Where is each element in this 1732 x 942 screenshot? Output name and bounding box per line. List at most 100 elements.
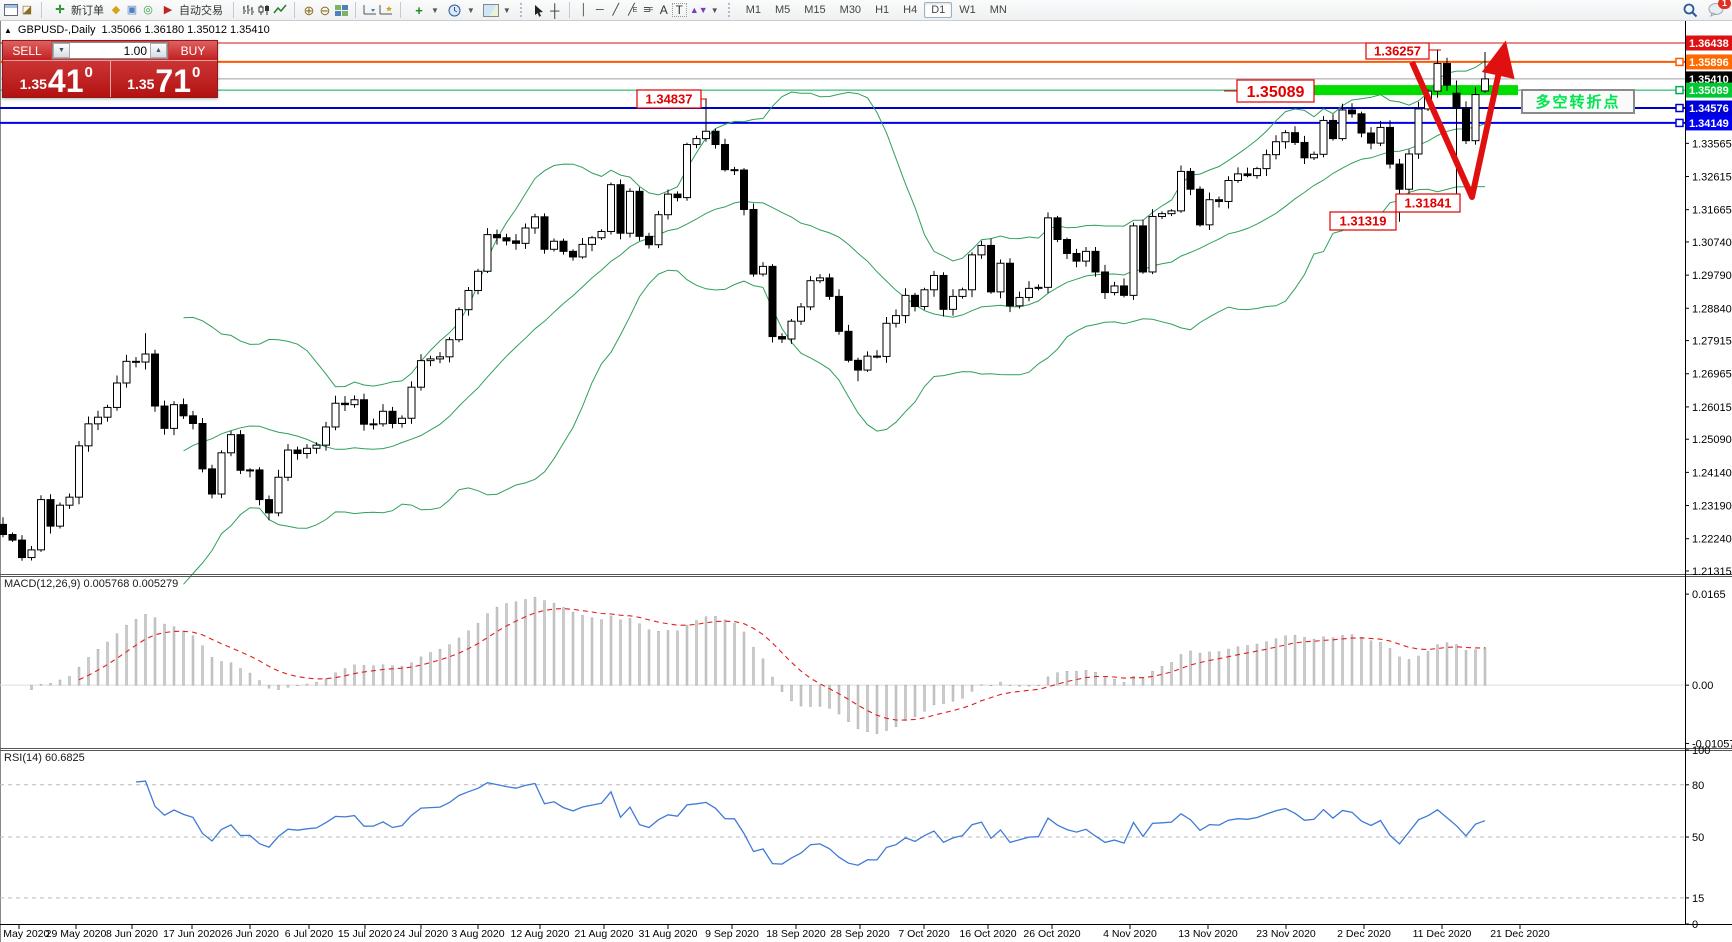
symbol-period-label: GBPUSD-,Daily (17, 24, 96, 36)
zoom-out-icon[interactable]: ⊖ (319, 2, 331, 18)
auto-scroll-icon[interactable] (362, 3, 378, 17)
volume-decrease-button[interactable]: ▼ (53, 43, 70, 58)
chat-icon[interactable]: 1 (1708, 0, 1731, 17)
vertical-line-icon[interactable]: │ (580, 3, 588, 16)
chart-shift-icon[interactable] (378, 3, 394, 17)
crosshair-icon[interactable]: ┼ (550, 2, 560, 18)
macd-histogram-bar (248, 672, 252, 686)
macd-histogram-bar (144, 614, 147, 686)
candlestick-chart-icon[interactable] (256, 3, 272, 17)
macd-histogram-bar (866, 684, 869, 733)
tab-timeframe-mn[interactable]: MN (989, 4, 1007, 16)
time-axis-label: 15 Jul 2020 (338, 928, 392, 940)
candle-body (1139, 225, 1147, 273)
candle-body (939, 274, 948, 310)
support-band[interactable] (1300, 85, 1518, 96)
expert-advisors-icon[interactable]: ▣ (126, 3, 138, 16)
candle-body (1072, 252, 1081, 262)
candle-body (569, 250, 577, 258)
tile-windows-icon[interactable] (333, 3, 349, 17)
macd-histogram-bar (733, 623, 736, 686)
candle-body (246, 469, 254, 472)
trend-arrow[interactable] (1409, 40, 1515, 200)
history-center-icon[interactable]: ◆ (111, 3, 121, 16)
macd-histogram-bar (999, 681, 1002, 686)
buy-button[interactable]: BUY (169, 41, 217, 60)
note-box[interactable] (1521, 89, 1635, 114)
templates-button[interactable]: ▼ (479, 2, 515, 18)
annotation-box[interactable] (1395, 193, 1461, 213)
candle-body (198, 422, 207, 470)
candle-body (683, 144, 691, 199)
fibonacci-icon[interactable]: ≡ F (643, 3, 653, 16)
candle-body (274, 476, 283, 514)
tab-timeframe-m30[interactable]: M30 (839, 4, 862, 16)
tab-timeframe-d1[interactable]: D1 (924, 2, 953, 18)
macd-histogram-bar (951, 684, 955, 702)
macd-histogram-bar (1027, 684, 1031, 687)
annotation-box[interactable] (1365, 42, 1430, 60)
arrows-button[interactable]: ▲▼ ▼ (687, 2, 723, 18)
search-icon[interactable] (1682, 3, 1698, 17)
candle-body (170, 404, 178, 429)
macd-histogram-bar (818, 684, 822, 707)
signals-icon[interactable]: ◎ (143, 3, 153, 16)
horizontal-line-icon[interactable]: ─ (595, 3, 604, 16)
macd-histogram-bar (856, 684, 860, 729)
chart-collapse-icon[interactable]: ▲ (4, 25, 12, 35)
tab-timeframe-m5[interactable]: M5 (774, 4, 791, 16)
bid-main-digits: 41 (47, 62, 84, 99)
volume-increase-button[interactable]: ▲ (150, 43, 167, 58)
tab-timeframe-w1[interactable]: W1 (959, 4, 976, 16)
periods-button[interactable]: ▼ (443, 2, 479, 18)
data-window-icon[interactable]: ◪ (21, 3, 33, 16)
candle-body (730, 169, 739, 172)
new-order-button[interactable]: ✛ 新订单 (48, 1, 108, 19)
charts-icon[interactable] (3, 3, 19, 17)
text-icon[interactable]: A (659, 3, 668, 17)
macd-histogram-bar (533, 597, 537, 686)
macd-histogram-bar (1094, 672, 1097, 686)
price-axis-tick-label: 1.26015 (1692, 402, 1732, 414)
equidistant-channel-icon[interactable]: ╱ E (628, 3, 637, 16)
macd-histogram-bar (125, 624, 128, 686)
autotrading-button[interactable]: ▶ 自动交易 (156, 1, 227, 19)
bid-price[interactable]: 1.35 41 0 (3, 61, 111, 97)
macd-histogram-bar (457, 637, 461, 686)
cursor-icon[interactable] (531, 3, 547, 17)
ask-price[interactable]: 1.35 71 0 (111, 61, 218, 97)
macd-histogram-bar (571, 612, 575, 686)
candle-body (844, 330, 853, 361)
zoom-in-icon[interactable]: ⊕ (303, 2, 315, 18)
time-axis-label: 21 Aug 2020 (575, 928, 634, 940)
new-order-label: 新订单 (71, 5, 104, 17)
candle-body (654, 214, 663, 246)
candle-body (217, 452, 226, 495)
macd-histogram-bar (381, 664, 385, 686)
line-handle[interactable] (1675, 57, 1684, 67)
macd-histogram-bar (894, 684, 898, 727)
line-handle[interactable] (1675, 103, 1684, 113)
tab-timeframe-m15[interactable]: M15 (804, 4, 826, 16)
time-axis-label: 3 Aug 2020 (451, 928, 504, 940)
bar-chart-icon[interactable] (240, 3, 256, 17)
sell-button[interactable]: SELL (3, 41, 51, 60)
text-label-icon[interactable]: T (671, 3, 687, 17)
line-chart-icon[interactable] (272, 3, 288, 17)
macd-histogram-bar (1265, 641, 1268, 686)
line-handle[interactable] (1675, 118, 1684, 128)
line-handle[interactable] (1675, 85, 1684, 95)
candle-body (18, 539, 26, 559)
indicators-button[interactable]: + ▼ (407, 2, 443, 18)
macd-histogram-bar (552, 602, 556, 686)
candle-body (531, 216, 539, 229)
trendline-icon[interactable]: ╱ (612, 3, 620, 16)
annotation-box[interactable] (1329, 211, 1397, 231)
tab-timeframe-h4[interactable]: H4 (903, 4, 918, 16)
volume-input[interactable] (70, 43, 150, 58)
time-axis-label: 26 Oct 2020 (1023, 928, 1080, 940)
tab-timeframe-h1[interactable]: H1 (875, 4, 890, 16)
tab-timeframe-m1[interactable]: M1 (745, 4, 761, 16)
template-icon (482, 3, 499, 17)
